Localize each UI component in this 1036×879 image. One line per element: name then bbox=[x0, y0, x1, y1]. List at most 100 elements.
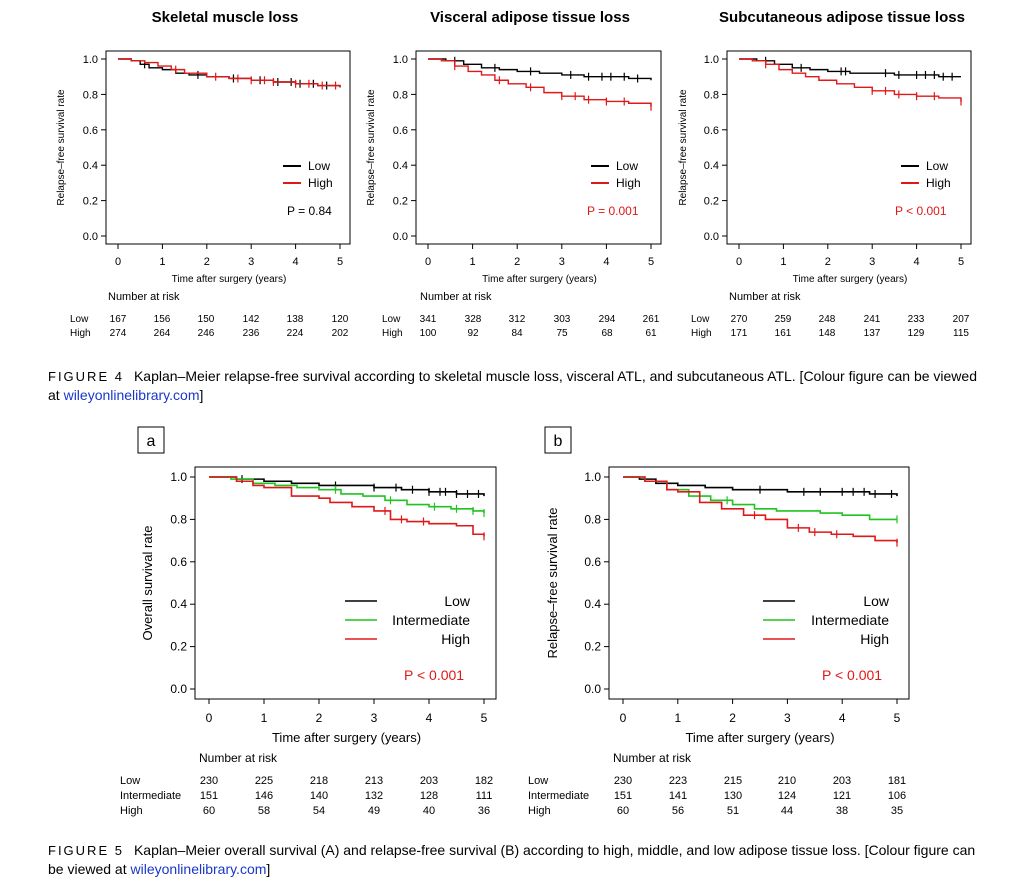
y-tick-label: 0.0 bbox=[584, 682, 601, 696]
risk-value: 203 bbox=[420, 775, 438, 787]
panel-label-box bbox=[137, 426, 165, 454]
risk-value: 129 bbox=[908, 328, 925, 339]
y-tick-label: 1.0 bbox=[393, 54, 408, 66]
risk-table-label: Number at risk bbox=[420, 291, 492, 303]
risk-value: 36 bbox=[478, 805, 490, 817]
x-tick-label: 1 bbox=[674, 711, 681, 725]
y-tick-label: 0.2 bbox=[584, 640, 601, 654]
y-tick-label: 0.0 bbox=[393, 231, 408, 243]
x-axis-label: Time after surgery (years) bbox=[272, 730, 421, 745]
y-tick-label: 0.8 bbox=[704, 89, 719, 101]
chart-title: Subcutaneous adipose tissue loss bbox=[719, 9, 965, 26]
risk-value: 58 bbox=[258, 805, 270, 817]
risk-value: 328 bbox=[465, 314, 482, 325]
risk-value: 151 bbox=[200, 790, 218, 802]
figure-5-caption-link[interactable]: wileyonlinelibrary.com bbox=[130, 861, 267, 877]
risk-value: 246 bbox=[198, 328, 215, 339]
x-axis-label: Time after surgery (years) bbox=[482, 274, 597, 285]
risk-value: 40 bbox=[423, 805, 435, 817]
risk-value: 236 bbox=[243, 328, 260, 339]
series-line-high bbox=[623, 476, 898, 543]
plot-frame bbox=[105, 50, 351, 245]
p-value: P < 0.001 bbox=[895, 204, 947, 218]
x-tick-label: 0 bbox=[425, 256, 431, 268]
p-value: P = 0.84 bbox=[287, 204, 332, 218]
series-line-high bbox=[428, 58, 652, 107]
risk-value: 51 bbox=[727, 805, 739, 817]
risk-row-label-high: High bbox=[70, 328, 91, 339]
risk-value: 233 bbox=[908, 314, 925, 325]
x-tick-label: 4 bbox=[914, 256, 920, 268]
x-tick-label: 0 bbox=[206, 711, 213, 725]
legend-label-low: Low bbox=[308, 159, 330, 173]
risk-value: 167 bbox=[110, 314, 127, 325]
x-axis-label: Time after surgery (years) bbox=[793, 274, 908, 285]
chart-title: Visceral adipose tissue loss bbox=[430, 9, 630, 26]
x-tick-label: 3 bbox=[869, 256, 875, 268]
risk-table-label: Number at risk bbox=[613, 751, 692, 765]
risk-value: 312 bbox=[509, 314, 526, 325]
risk-value: 68 bbox=[601, 328, 613, 339]
risk-value: 150 bbox=[198, 314, 215, 325]
y-tick-label: 0.6 bbox=[584, 555, 601, 569]
x-tick-label: 4 bbox=[293, 256, 299, 268]
series-line-low bbox=[428, 58, 652, 81]
km-chart-1: Skeletal muscle loss 0.0 0.2 0.4 0.6 0.8 1.0 0 1… bbox=[56, 9, 351, 339]
risk-value: 161 bbox=[775, 328, 792, 339]
risk-value: 261 bbox=[643, 314, 660, 325]
risk-row-label-low: Low bbox=[70, 314, 89, 325]
x-tick-label: 3 bbox=[559, 256, 565, 268]
x-tick-label: 1 bbox=[159, 256, 165, 268]
risk-value: 264 bbox=[154, 328, 171, 339]
legend-label-high: High bbox=[441, 631, 470, 647]
y-tick-label: 0.6 bbox=[393, 125, 408, 137]
risk-table-label: Number at risk bbox=[729, 291, 801, 303]
y-tick-label: 0.4 bbox=[170, 597, 187, 611]
y-tick-label: 0.8 bbox=[170, 512, 187, 526]
y-tick-label: 1.0 bbox=[584, 470, 601, 484]
risk-value: 181 bbox=[888, 775, 906, 787]
risk-value: 92 bbox=[467, 328, 479, 339]
risk-value: 49 bbox=[368, 805, 380, 817]
legend-label-low: Low bbox=[616, 159, 638, 173]
plot-frame bbox=[608, 466, 910, 700]
x-tick-label: 0 bbox=[620, 711, 627, 725]
y-tick-label: 1.0 bbox=[704, 54, 719, 66]
risk-value: 223 bbox=[669, 775, 687, 787]
y-axis-label: Relapse–free survival rate bbox=[678, 89, 689, 206]
panel-label: b bbox=[554, 433, 563, 450]
figure-4-caption-text: Kaplan–Meier relapse-free survival accor… bbox=[48, 368, 977, 403]
p-value: P < 0.001 bbox=[404, 667, 464, 683]
legend-label-intermediate: Intermediate bbox=[811, 612, 889, 628]
y-axis-label: Relapse–free survival rate bbox=[366, 89, 377, 206]
risk-row-label-high: High bbox=[120, 805, 143, 817]
risk-value: 142 bbox=[243, 314, 260, 325]
series-line-low bbox=[118, 58, 341, 88]
risk-value: 35 bbox=[891, 805, 903, 817]
x-tick-label: 5 bbox=[958, 256, 964, 268]
risk-value: 124 bbox=[778, 790, 796, 802]
y-tick-label: 0.0 bbox=[170, 682, 187, 696]
x-tick-label: 1 bbox=[261, 711, 268, 725]
risk-row-label-high: High bbox=[528, 805, 551, 817]
risk-value: 137 bbox=[864, 328, 881, 339]
p-value: P = 0.001 bbox=[587, 204, 639, 218]
risk-value: 115 bbox=[953, 328, 969, 339]
x-tick-label: 2 bbox=[825, 256, 831, 268]
y-tick-label: 0.2 bbox=[704, 196, 719, 208]
risk-value: 230 bbox=[200, 775, 218, 787]
risk-value: 171 bbox=[731, 328, 748, 339]
plot-frame bbox=[194, 466, 497, 700]
figure-4-caption: FIGURE 4 Kaplan–Meier relapse-free surviv… bbox=[48, 367, 978, 405]
figure-4-caption-link[interactable]: wileyonlinelibrary.com bbox=[63, 387, 200, 403]
legend-label-high: High bbox=[860, 631, 889, 647]
series-line-low bbox=[209, 476, 485, 497]
y-tick-label: 0.4 bbox=[704, 160, 719, 172]
y-tick-label: 0.4 bbox=[83, 160, 98, 172]
risk-value: 141 bbox=[669, 790, 687, 802]
risk-value: 120 bbox=[332, 314, 349, 325]
figure-5-caption-end: ] bbox=[266, 861, 271, 877]
risk-value: 60 bbox=[617, 805, 629, 817]
risk-value: 210 bbox=[778, 775, 796, 787]
